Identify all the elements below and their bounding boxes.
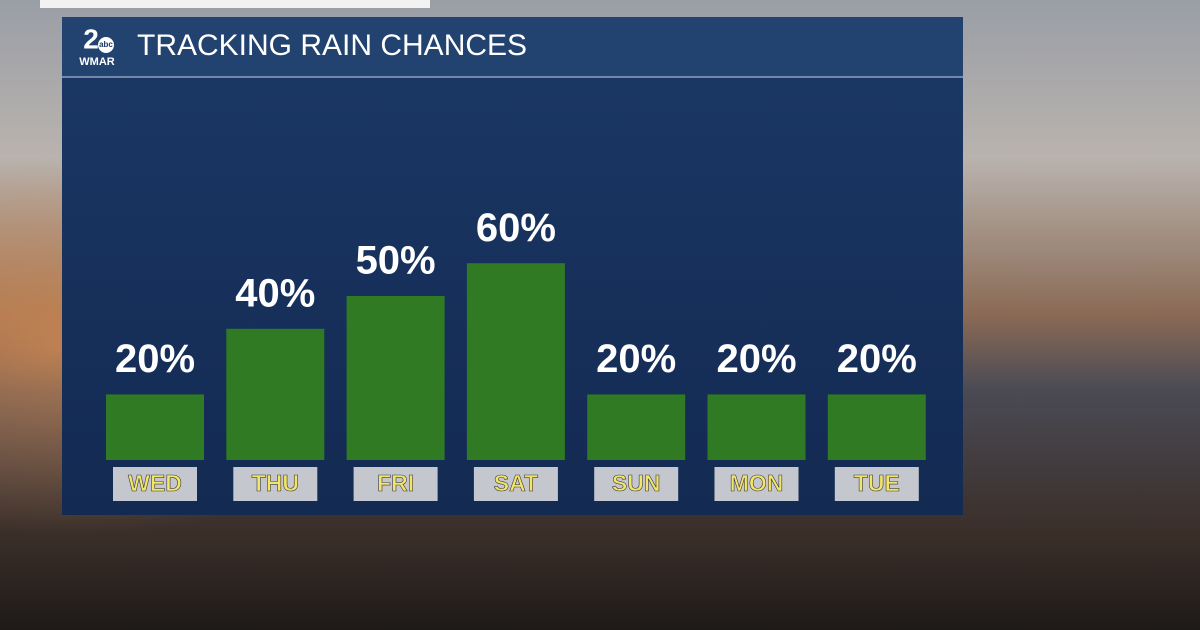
category-box [113,467,197,501]
bar [587,394,686,460]
bar [827,394,926,460]
x-tick-label: FRI [377,470,414,496]
bar [707,394,806,460]
category-box [594,467,679,501]
category-box [233,467,318,501]
x-tick-label: SUN [612,470,661,496]
logo-network: abc [99,40,113,49]
value-label: 20% [596,337,676,381]
category-box [834,467,919,501]
logo-circle [98,37,114,53]
bar [466,263,565,460]
value-label: 20% [716,337,796,381]
chart-title: TRACKING RAIN CHANCES [137,29,527,62]
value-label: 20% [115,337,195,381]
x-tick-label: SAT [494,470,538,496]
value-label: 50% [356,239,436,283]
x-tick-label: THU [252,470,299,496]
bar [226,328,325,460]
x-tick-label: MON [730,470,784,496]
logo-station: WMAR [79,56,114,68]
bar [106,394,204,460]
bar [346,296,445,460]
header [62,17,963,77]
logo-number: 2 [83,23,99,54]
category-box [714,467,799,501]
x-tick-label: TUE [854,470,900,496]
value-label: 60% [476,206,556,250]
top-strip [40,0,430,8]
value-label: 40% [235,271,315,315]
category-box [473,467,558,501]
value-label: 20% [837,337,917,381]
x-tick-label: WED [128,470,182,496]
category-box [353,467,438,501]
